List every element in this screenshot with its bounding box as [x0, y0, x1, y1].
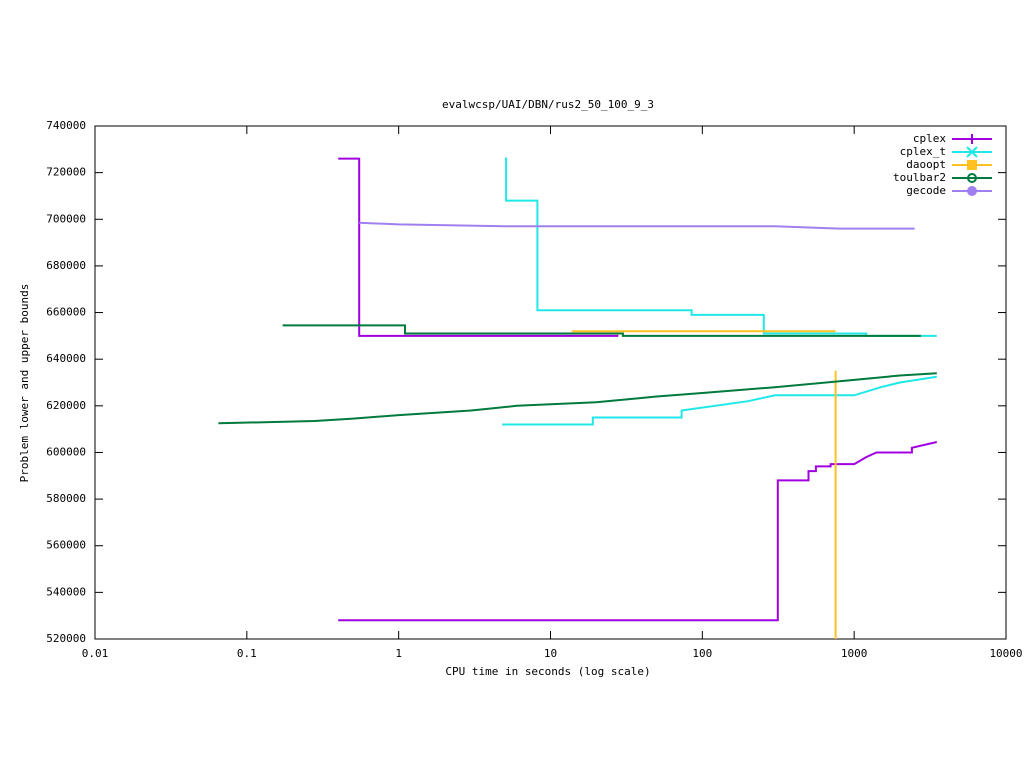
- y-tick-label: 600000: [46, 445, 86, 458]
- y-tick-label: 560000: [46, 539, 86, 552]
- series-line: [338, 441, 938, 622]
- series-line: [218, 372, 937, 425]
- legend-label: daoopt: [906, 158, 946, 171]
- legend-label: cplex_t: [900, 145, 946, 158]
- y-axis-label: Problem lower and upper bounds: [18, 284, 31, 483]
- y-tick-label: 620000: [46, 399, 86, 412]
- x-tick-label: 1: [395, 647, 402, 660]
- y-tick-label: 660000: [46, 306, 86, 319]
- y-tick-label: 540000: [46, 585, 86, 598]
- x-tick-label: 0.1: [237, 647, 257, 660]
- legend-label: gecode: [906, 184, 946, 197]
- x-axis-label: CPU time in seconds (log scale): [445, 665, 650, 678]
- y-tick-label: 700000: [46, 212, 86, 225]
- y-tick-label: 580000: [46, 492, 86, 505]
- x-tick-label: 10: [544, 647, 557, 660]
- x-tick-label: 100: [692, 647, 712, 660]
- legend-marker: [967, 173, 977, 183]
- series-line: [359, 221, 915, 230]
- y-tick-label: 640000: [46, 352, 86, 365]
- plot-frame: [94, 125, 1007, 640]
- x-tick-label: 1000: [841, 647, 868, 660]
- series-line: [502, 375, 937, 426]
- y-tick-label: 520000: [46, 632, 86, 645]
- x-tick-label: 0.01: [82, 647, 109, 660]
- legend-marker: [967, 160, 977, 170]
- series-line: [282, 324, 921, 337]
- y-tick-label: 680000: [46, 259, 86, 272]
- legend-marker: [966, 146, 978, 158]
- legend-marker: [967, 186, 977, 196]
- legend-marker: [967, 134, 977, 144]
- chart-title: evalwcsp/UAI/DBN/rus2_50_100_9_3: [442, 98, 654, 111]
- legend-label: cplex: [913, 132, 946, 145]
- legend-label: toulbar2: [893, 171, 946, 184]
- y-tick-label: 720000: [46, 166, 86, 179]
- y-tick-label: 740000: [46, 119, 86, 132]
- series-line: [504, 157, 937, 337]
- x-tick-label: 10000: [989, 647, 1022, 660]
- series-line: [338, 157, 619, 337]
